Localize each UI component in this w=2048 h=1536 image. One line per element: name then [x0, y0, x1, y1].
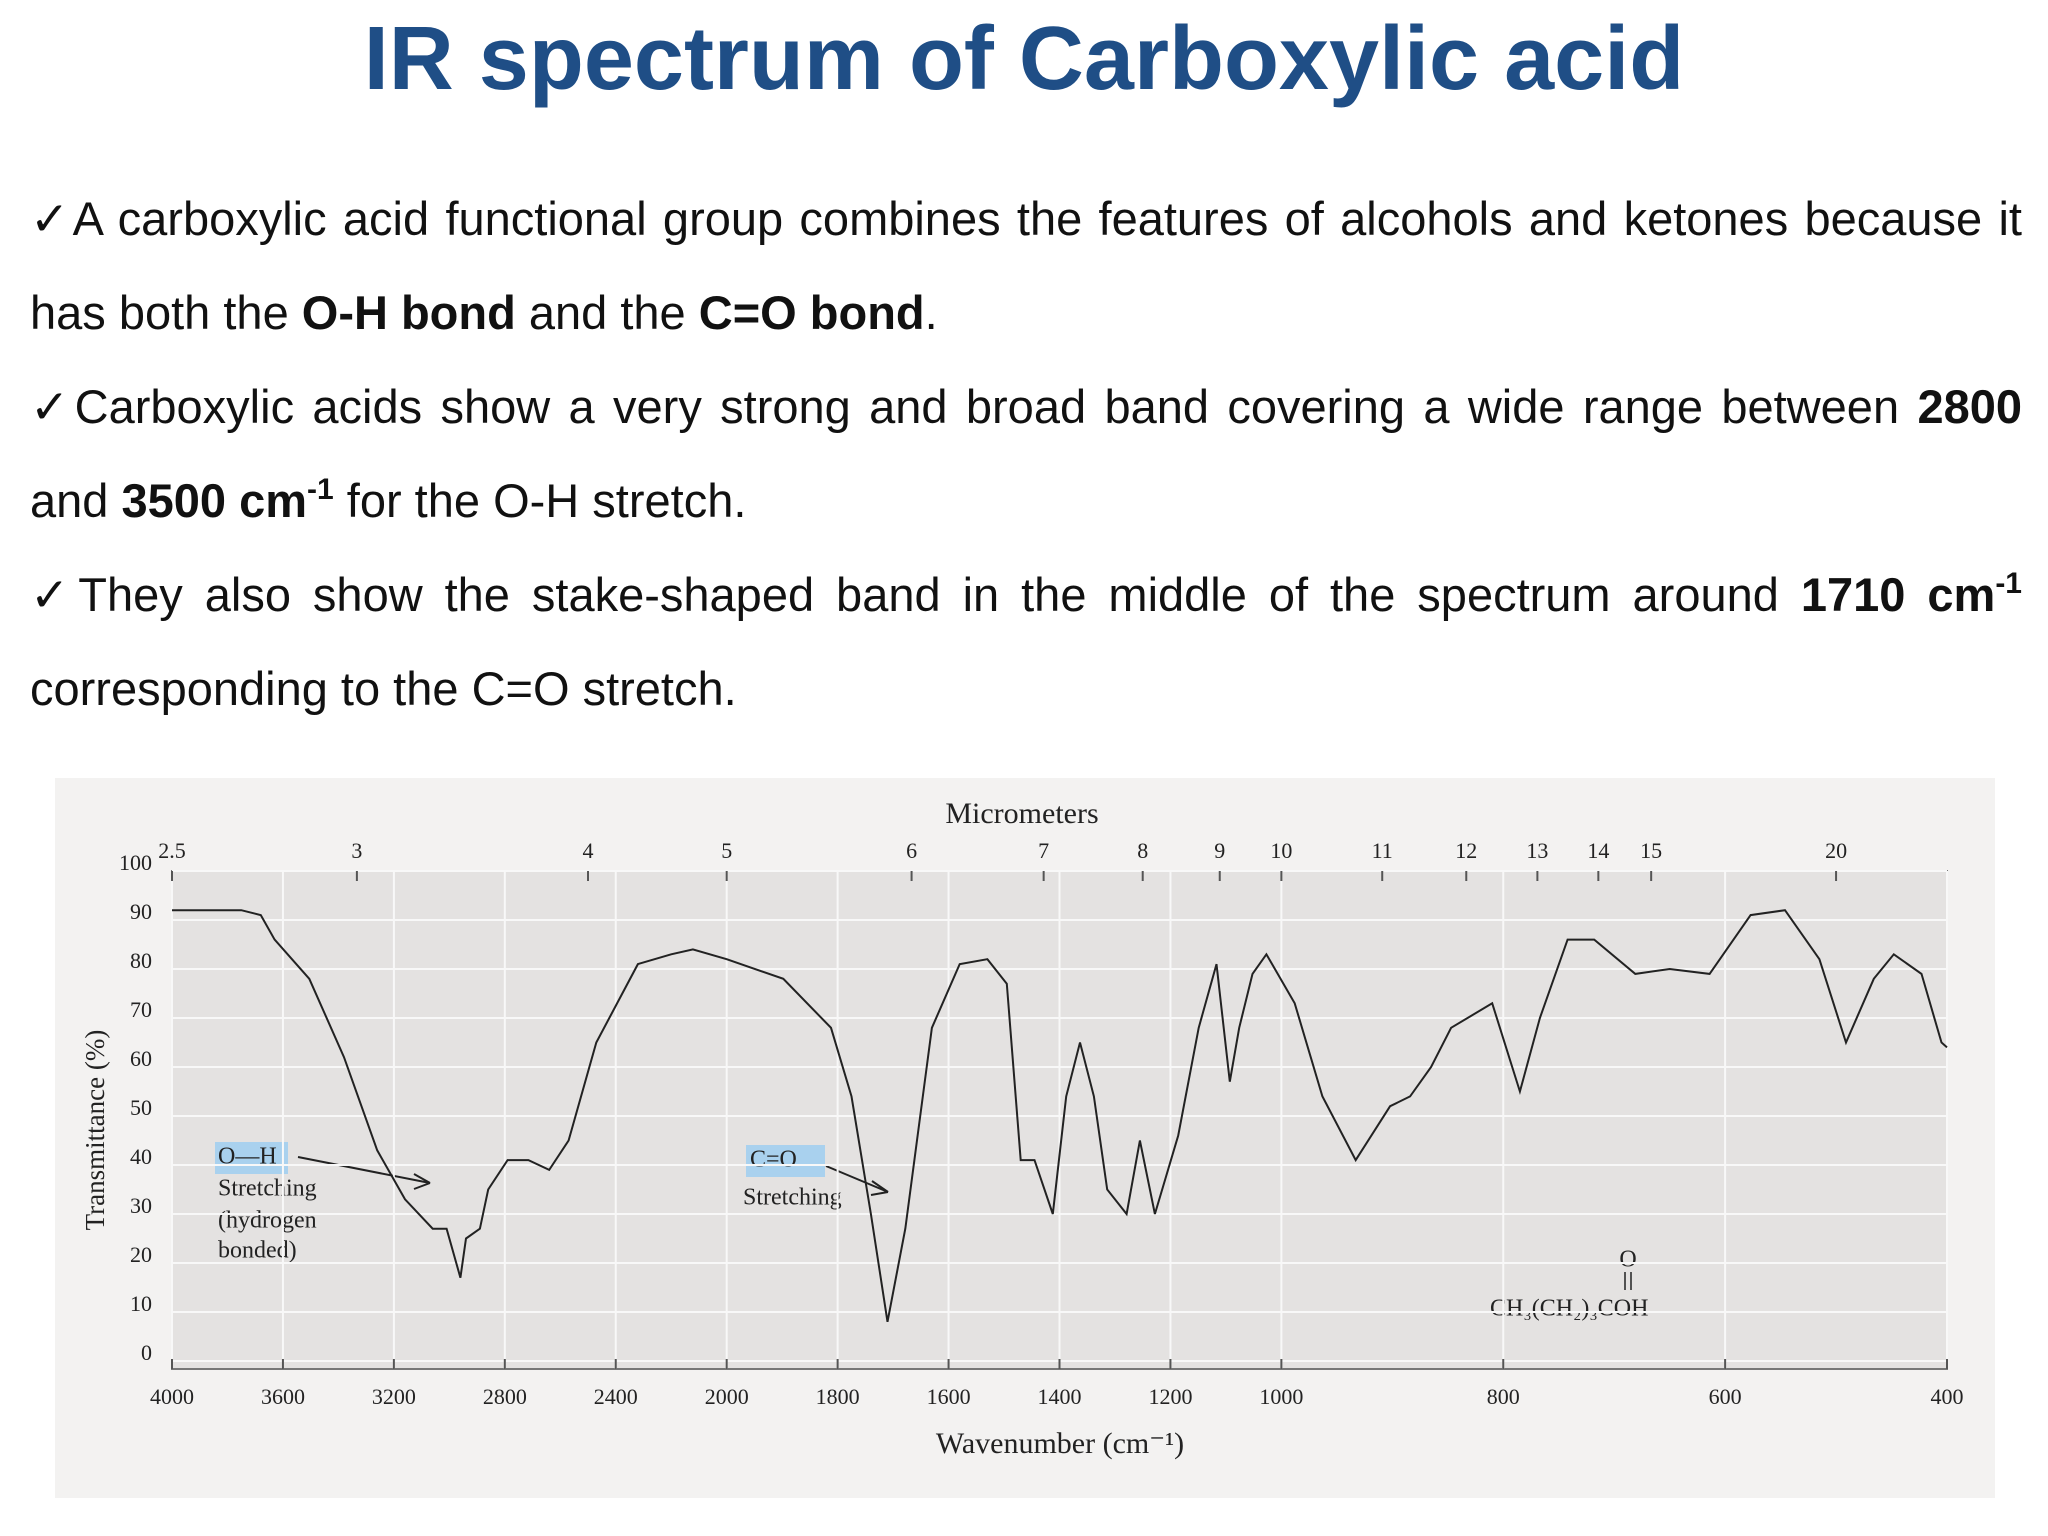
- x-axis-label: Wavenumber (cm⁻¹): [936, 1427, 1184, 1460]
- text: ✓Carboxylic acids show a very strong and…: [30, 380, 1918, 433]
- arrow: [297, 1156, 431, 1184]
- arrow-head: [870, 1180, 889, 1196]
- arrow: [825, 1165, 889, 1193]
- formula-oxygen: O: [1619, 1247, 1636, 1273]
- x2-tick-label: 3: [351, 838, 362, 863]
- x-tick-label: 800: [1487, 1384, 1520, 1409]
- annotation: (hydrogen: [218, 1208, 317, 1234]
- body-text: ✓A carboxylic acid functional group comb…: [30, 172, 2022, 736]
- annotation: C=O: [750, 1147, 797, 1173]
- x-tick-label: 1800: [816, 1384, 860, 1409]
- y-tick-label: 90: [130, 899, 152, 924]
- x2-tick-label: 13: [1526, 838, 1548, 863]
- x-tick-label: 3200: [372, 1384, 416, 1409]
- x2-tick-label: 9: [1214, 838, 1225, 863]
- spectrum-line: [172, 909, 1948, 1322]
- annotation: Stretching: [218, 1176, 317, 1202]
- highlight: [746, 1145, 825, 1177]
- bold-text: 1710 cm: [1800, 568, 1996, 621]
- bold-text: 3500 cm: [121, 474, 308, 527]
- bold-text: -1: [1995, 567, 2022, 600]
- x-tick-label: 2800: [483, 1384, 527, 1409]
- x2-tick-label: 2.5: [158, 838, 186, 863]
- x2-tick-label: 14: [1587, 838, 1609, 863]
- x2-tick-label: 15: [1640, 838, 1662, 863]
- x2-axis-label: Micrometers: [945, 797, 1098, 830]
- text: ✓A carboxylic acid functional group comb…: [30, 192, 2022, 339]
- x-tick-label: 4000: [150, 1384, 194, 1409]
- x2-tick-label: 8: [1137, 838, 1148, 863]
- y-tick-label: 70: [130, 997, 152, 1022]
- highlight: [215, 1142, 288, 1174]
- text: and the: [515, 286, 699, 339]
- y-tick-label: 40: [130, 1144, 152, 1169]
- bold-text: -1: [307, 473, 334, 506]
- x2-tick-label: 7: [1038, 838, 1049, 863]
- y-axis-label: Transmittance (%): [80, 1030, 110, 1231]
- text: corresponding to the C=O stretch.: [30, 662, 737, 715]
- text: for the O-H stretch.: [333, 474, 747, 527]
- annotation: bonded): [218, 1238, 297, 1264]
- x2-tick-label: 12: [1455, 838, 1477, 863]
- double-bond: [1624, 1272, 1632, 1290]
- x-tick-label: 400: [1931, 1384, 1964, 1409]
- y-tick-label: 60: [130, 1046, 152, 1071]
- x2-tick-label: 20: [1825, 838, 1847, 863]
- text: .: [924, 286, 938, 339]
- bold-text: O-H bond: [301, 286, 516, 339]
- y-tick-label: 100: [119, 850, 152, 875]
- y-tick-label: 20: [130, 1242, 152, 1267]
- text: ✓They also show the stake-shaped band in…: [30, 568, 1801, 621]
- arrow-head: [413, 1173, 431, 1190]
- x-tick-label: 1600: [927, 1384, 971, 1409]
- x2-tick-label: 6: [906, 838, 917, 863]
- x-tick-label: 1400: [1038, 1384, 1082, 1409]
- x-tick-label: 600: [1709, 1384, 1742, 1409]
- y-tick-label: 10: [130, 1291, 152, 1316]
- slide-title: IR spectrum of Carboxylic acid: [363, 9, 1685, 109]
- annotation: Stretching: [743, 1185, 842, 1211]
- y-tick-label: 0: [141, 1340, 152, 1365]
- bold-text: C=O bond: [698, 286, 925, 339]
- bold-text: 2800: [1917, 380, 2022, 433]
- y-tick-label: 80: [130, 948, 152, 973]
- text: and: [30, 474, 122, 527]
- formula: CH₃(CH₂)₃COH: [1490, 1296, 1648, 1322]
- x-tick-label: 1000: [1259, 1384, 1303, 1409]
- y-tick-label: 50: [130, 1095, 152, 1120]
- x2-tick-label: 4: [583, 838, 594, 863]
- x2-tick-label: 11: [1372, 838, 1393, 863]
- paragraph: ✓Carboxylic acids show a very strong and…: [30, 360, 2022, 548]
- paragraph: ✓A carboxylic acid functional group comb…: [30, 172, 2022, 360]
- x-tick-label: 1200: [1148, 1384, 1192, 1409]
- x2-tick-label: 5: [721, 838, 732, 863]
- paragraph: ✓They also show the stake-shaped band in…: [30, 548, 2022, 736]
- x-tick-label: 3600: [261, 1384, 305, 1409]
- y-tick-label: 30: [130, 1193, 152, 1218]
- x-tick-label: 2000: [705, 1384, 749, 1409]
- x-tick-label: 2400: [594, 1384, 638, 1409]
- x2-tick-label: 10: [1270, 838, 1292, 863]
